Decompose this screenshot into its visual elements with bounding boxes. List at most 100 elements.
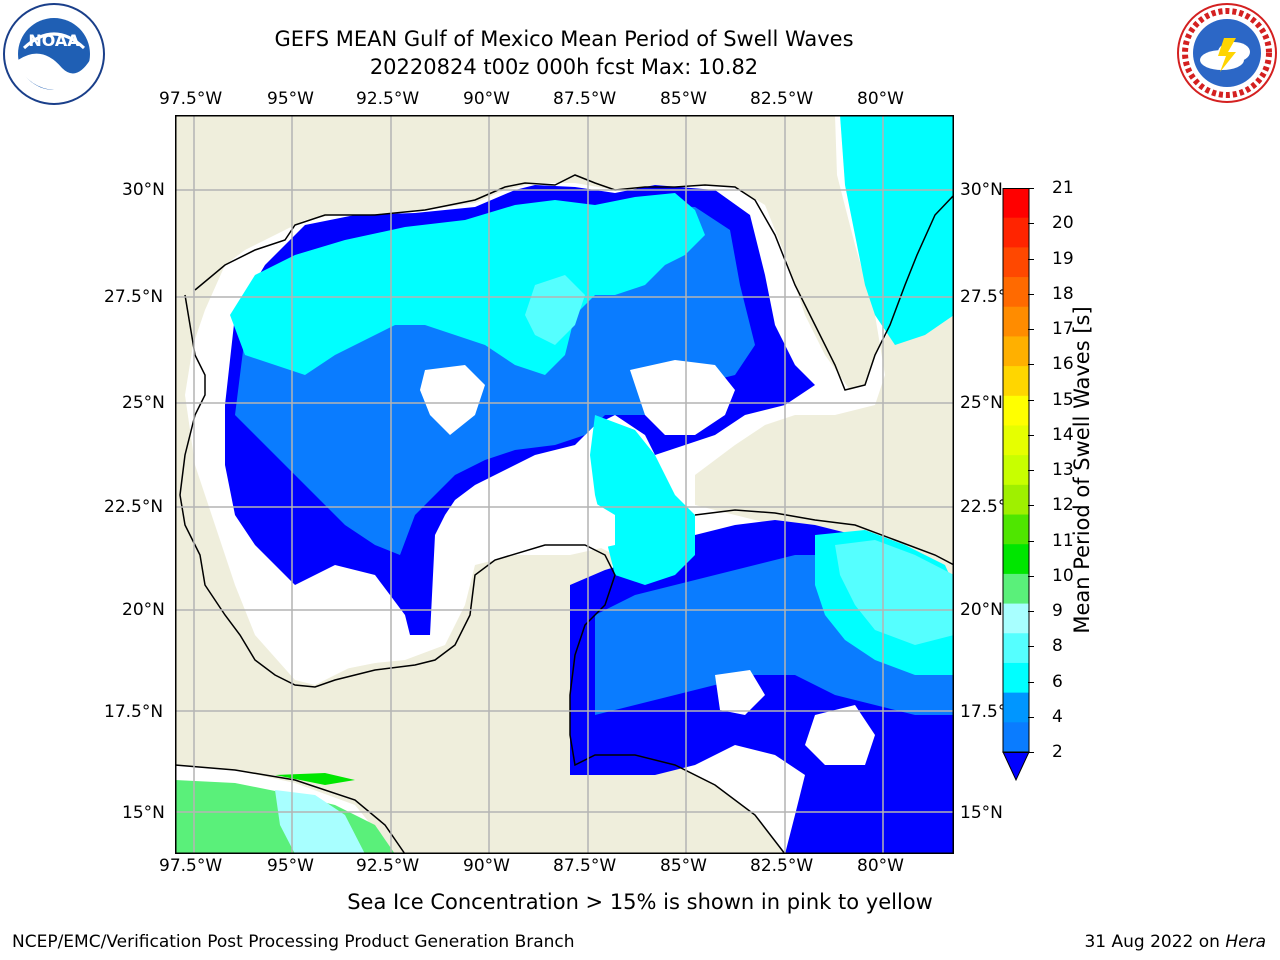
colorbar-tick-label: 11	[1052, 530, 1074, 551]
lon-bottom-7: 82.5°W	[750, 856, 814, 876]
colorbar-segment	[1003, 484, 1029, 516]
lat-left-6: 17.5°N	[104, 702, 164, 722]
coastline-pacific	[175, 764, 406, 854]
colorbar-label: Mean Period of Swell Waves [s]	[1070, 306, 1094, 634]
colorbar-tick-mark	[1028, 505, 1034, 507]
swell-field-6to8	[230, 193, 705, 375]
footer-date-text: 31 Aug 2022 on	[1084, 932, 1220, 952]
footer-credit: NCEP/EMC/Verification Post Processing Pr…	[12, 932, 575, 952]
coastline	[179, 294, 786, 854]
colorbar-tick-label: 14	[1052, 424, 1074, 445]
colorbar-segment	[1003, 425, 1029, 456]
graticule	[175, 115, 954, 854]
sea-ice-note: Sea Ice Concentration > 15% is shown in …	[347, 890, 933, 914]
colorbar-segment	[1003, 662, 1029, 694]
pacific-cyan	[275, 790, 365, 854]
lat-right-6: 17.5°	[960, 702, 1007, 722]
colorbar-segment	[1003, 217, 1029, 248]
lat-left-5: 20°N	[122, 600, 165, 620]
footer-date: 31 Aug 2022 on Hera	[1084, 932, 1266, 952]
colorbar-segment	[1003, 692, 1029, 723]
map-panel	[175, 115, 954, 854]
colorbar-tick-mark	[1028, 329, 1034, 330]
noaa-logo: NOAA	[2, 2, 106, 106]
colorbar-tick-mark	[1028, 434, 1034, 436]
hole-2	[630, 360, 735, 435]
colorbar-segment	[1003, 544, 1029, 575]
colorbar-tick-label: 16	[1052, 354, 1074, 375]
colorbar-segment	[1003, 573, 1029, 605]
lon-top-4: 90°W	[463, 89, 510, 109]
chart-subtitle: 20220824 t00z 000h fcst Max: 10.82	[369, 55, 759, 79]
colorbar-ticks: 21 20 19 18 17 16 15 14 13 12 11 10 9 8 6 4 2	[1028, 178, 1082, 768]
colorbar-segment	[1003, 247, 1029, 278]
colorbar-segment	[1003, 722, 1029, 753]
nws-logo	[1176, 2, 1278, 104]
lat-right-2: 27.5°	[960, 287, 1007, 307]
lon-top-7: 82.5°W	[750, 89, 814, 109]
coastline-cuba	[694, 509, 954, 566]
colorbar-tick-label: 19	[1052, 248, 1074, 269]
colorbar-tick-mark	[1028, 364, 1034, 366]
lat-right-1: 30°N	[960, 180, 1003, 200]
colorbar-segment	[1003, 366, 1029, 397]
colorbar-segment	[1003, 277, 1029, 308]
colorbar-tick-mark	[1028, 646, 1034, 648]
colorbar-segment	[1003, 514, 1029, 545]
lat-left-4: 22.5°N	[104, 497, 164, 517]
swell-field-8to9	[525, 275, 585, 345]
hole-5	[805, 705, 875, 765]
hole-1	[420, 365, 485, 435]
lat-left-2: 27.5°N	[104, 287, 164, 307]
lon-bottom-5: 87.5°W	[553, 856, 617, 876]
lon-bottom-8: 80°W	[857, 856, 904, 876]
colorbar-tick-label: 6	[1052, 671, 1063, 692]
colorbar-tick-label: 4	[1052, 706, 1063, 727]
map-frame	[175, 115, 954, 854]
colorbar-segment	[1003, 306, 1029, 337]
colorbar-tick-label: 12	[1052, 495, 1074, 516]
colorbar-tick-mark	[1028, 258, 1034, 260]
lon-bottom-1: 97.5°W	[159, 856, 223, 876]
colorbar-segment	[1003, 395, 1029, 426]
hole-6	[715, 670, 765, 715]
lon-bottom-2: 95°W	[267, 856, 314, 876]
hole-3	[295, 565, 415, 675]
colorbar-svg	[1002, 188, 1030, 782]
chart-title: GEFS MEAN Gulf of Mexico Mean Period of …	[274, 27, 854, 51]
colorbar-tick-mark	[1028, 681, 1034, 683]
colorbar-segment	[1003, 603, 1029, 634]
colorbar-tick-label: 2	[1052, 742, 1063, 762]
lon-bottom-3: 92.5°W	[356, 856, 420, 876]
colorbar-tick-label: 17	[1052, 319, 1074, 339]
colorbar-tick-label: 9	[1052, 601, 1063, 621]
noaa-logo-text: NOAA	[28, 31, 80, 50]
colorbar-tick-mark	[1028, 540, 1034, 542]
lat-right-7: 15°N	[960, 803, 1003, 823]
lon-top-8: 80°W	[857, 89, 904, 109]
colorbar-segment	[1003, 633, 1029, 664]
colorbar-tick-label: 20	[1052, 213, 1074, 234]
colorbar-tick-mark	[1028, 223, 1034, 225]
colorbar-tick-label: 18	[1052, 283, 1074, 304]
colorbar-tick-label: 21	[1052, 178, 1074, 198]
colorbar-tick-label: 15	[1052, 389, 1074, 410]
colorbar-tick-mark	[1028, 293, 1034, 295]
hole-4	[465, 485, 615, 560]
lon-top-3: 92.5°W	[356, 89, 420, 109]
colorbar	[1002, 188, 1042, 784]
colorbar-segment	[1003, 336, 1029, 367]
lat-right-4: 22.5°	[960, 497, 1007, 517]
lon-top-2: 95°W	[267, 89, 314, 109]
colorbar-tick-mark	[1028, 399, 1034, 401]
swell-field-8to9-carib	[835, 540, 954, 645]
lat-left-7: 15°N	[122, 803, 165, 823]
colorbar-tick-mark	[1028, 611, 1034, 612]
lon-top-1: 97.5°W	[159, 89, 223, 109]
colorbar-segment	[1003, 188, 1029, 219]
colorbar-tick-mark	[1028, 716, 1034, 718]
footer-host: Hera	[1225, 932, 1266, 952]
pacific-green-strip	[275, 773, 355, 785]
lon-bottom-4: 90°W	[463, 856, 510, 876]
lat-left-1: 30°N	[122, 180, 165, 200]
